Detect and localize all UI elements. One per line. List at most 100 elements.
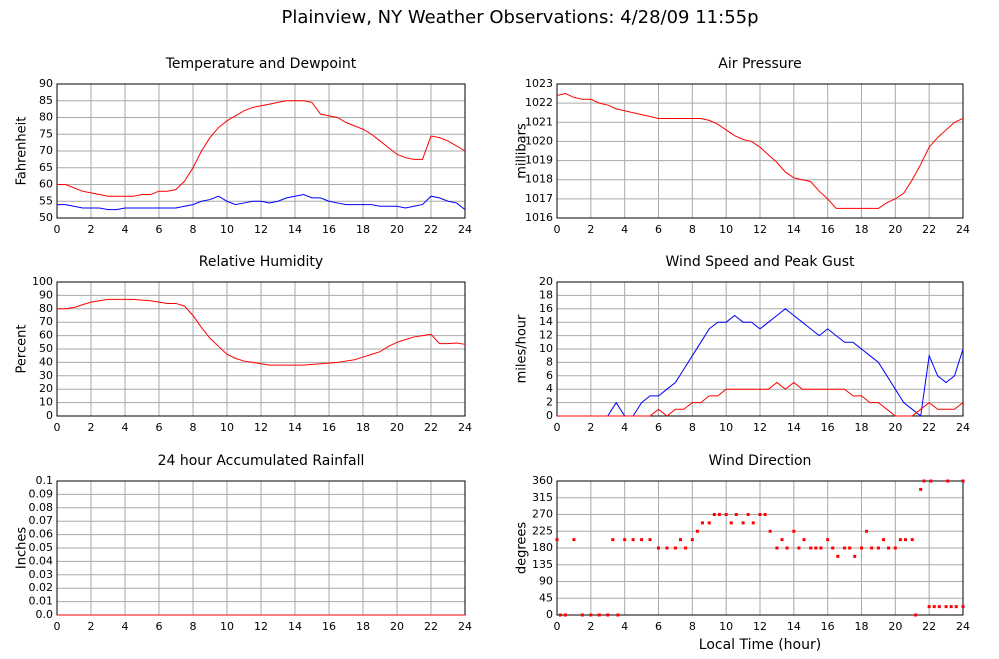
y-tick-label: 2 xyxy=(546,396,553,409)
data-point xyxy=(555,538,559,542)
y-tick-label: 80 xyxy=(39,302,53,315)
data-point xyxy=(724,513,728,516)
data-point xyxy=(887,546,891,550)
data-point xyxy=(910,538,914,542)
chart-title: Relative Humidity xyxy=(199,254,323,270)
x-tick-label: 0 xyxy=(554,223,561,236)
x-tick-label: 14 xyxy=(288,620,302,633)
y-tick-label: 18 xyxy=(539,288,553,301)
x-tick-label: 0 xyxy=(54,421,61,434)
data-point xyxy=(775,546,779,550)
y-tick-label: 0.02 xyxy=(29,581,54,594)
data-point xyxy=(929,479,933,483)
data-point xyxy=(961,605,965,609)
y-tick-label: 1022 xyxy=(525,96,553,109)
data-point xyxy=(860,546,863,550)
y-tick-label: 80 xyxy=(39,111,53,124)
x-tick-label: 14 xyxy=(288,421,302,434)
x-tick-label: 0 xyxy=(554,421,561,434)
data-point xyxy=(729,521,733,525)
chart-title: Temperature and Dewpoint xyxy=(165,56,357,72)
data-point xyxy=(640,538,644,542)
data-point xyxy=(944,605,948,609)
y-tick-label: 1021 xyxy=(525,115,553,128)
data-point xyxy=(881,538,885,542)
x-tick-label: 18 xyxy=(356,620,370,633)
data-point xyxy=(751,521,755,525)
plot-frame xyxy=(56,281,466,417)
data-point xyxy=(597,613,601,617)
data-point xyxy=(763,513,767,516)
data-line xyxy=(57,100,466,197)
x-tick-label: 8 xyxy=(190,223,197,236)
data-point xyxy=(665,546,669,550)
data-point xyxy=(684,546,688,550)
data-point xyxy=(802,538,806,542)
x-tick-label: 2 xyxy=(587,620,594,633)
chart-title: Wind Speed and Peak Gust xyxy=(666,254,855,270)
data-point xyxy=(606,613,610,617)
y-tick-label: 85 xyxy=(39,94,53,107)
x-tick-label: 18 xyxy=(855,620,869,633)
x-tick-label: 24 xyxy=(956,421,970,434)
x-tick-label: 22 xyxy=(922,223,936,236)
y-tick-label: 1019 xyxy=(525,154,553,167)
data-point xyxy=(914,613,918,617)
x-tick-label: 0 xyxy=(54,223,61,236)
data-point xyxy=(954,605,958,609)
data-point xyxy=(758,513,762,516)
data-point xyxy=(558,613,562,617)
data-point xyxy=(870,546,874,550)
y-tick-label: 1016 xyxy=(525,211,553,224)
x-tick-label: 4 xyxy=(621,620,628,633)
y-axis-label: millibars xyxy=(515,123,530,179)
data-point xyxy=(712,513,716,516)
data-point xyxy=(848,546,852,550)
x-tick-label: 10 xyxy=(719,421,733,434)
x-tick-label: 10 xyxy=(719,620,733,633)
x-tick-label: 12 xyxy=(254,421,268,434)
x-tick-label: 24 xyxy=(458,223,472,236)
y-tick-label: 90 xyxy=(39,77,53,90)
data-line xyxy=(556,93,964,209)
data-point xyxy=(836,554,840,558)
x-tick-label: 20 xyxy=(888,223,902,236)
y-tick-label: 60 xyxy=(39,329,53,342)
data-point xyxy=(572,538,576,542)
y-tick-label: 55 xyxy=(39,194,53,207)
x-tick-label: 8 xyxy=(689,223,696,236)
y-tick-label: 70 xyxy=(39,315,53,328)
y-tick-label: 60 xyxy=(39,178,53,191)
y-tick-label: 135 xyxy=(532,558,553,571)
x-tick-label: 20 xyxy=(888,620,902,633)
y-tick-label: 50 xyxy=(39,211,53,224)
y-axis-label: Inches xyxy=(15,527,30,569)
data-point xyxy=(734,513,738,516)
x-tick-label: 14 xyxy=(288,223,302,236)
y-tick-label: 4 xyxy=(546,382,553,395)
x-tick-label: 6 xyxy=(655,223,662,236)
y-tick-label: 14 xyxy=(539,315,553,328)
data-point xyxy=(580,613,584,617)
x-tick-label: 12 xyxy=(753,421,767,434)
data-point xyxy=(831,546,835,550)
data-point xyxy=(949,605,953,609)
y-tick-label: 20 xyxy=(539,275,553,288)
y-tick-label: 1023 xyxy=(525,77,553,90)
data-point xyxy=(946,479,950,483)
data-point xyxy=(893,546,897,550)
y-tick-label: 0.08 xyxy=(29,501,54,514)
x-tick-label: 0 xyxy=(554,620,561,633)
x-tick-label: 4 xyxy=(122,421,129,434)
x-tick-label: 20 xyxy=(888,421,902,434)
data-point xyxy=(690,538,694,542)
data-point xyxy=(961,479,965,483)
x-tick-label: 12 xyxy=(254,223,268,236)
x-tick-label: 18 xyxy=(356,421,370,434)
data-point xyxy=(768,529,772,533)
y-tick-label: 0.01 xyxy=(29,595,54,608)
x-tick-label: 6 xyxy=(156,223,163,236)
x-tick-label: 22 xyxy=(424,421,438,434)
x-tick-label: 2 xyxy=(88,223,95,236)
